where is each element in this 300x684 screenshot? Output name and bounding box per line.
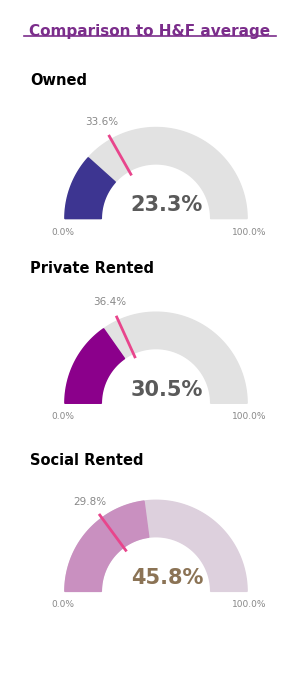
- Text: 23.3%: 23.3%: [131, 195, 203, 215]
- Polygon shape: [65, 501, 149, 592]
- Text: 100.0%: 100.0%: [232, 228, 266, 237]
- Text: 0.0%: 0.0%: [52, 601, 75, 609]
- Polygon shape: [65, 158, 115, 219]
- Text: 0.0%: 0.0%: [52, 228, 75, 237]
- Text: Owned: Owned: [30, 73, 87, 88]
- Text: Comparison to H&F average: Comparison to H&F average: [29, 24, 271, 39]
- Polygon shape: [65, 500, 247, 592]
- Polygon shape: [65, 329, 124, 404]
- Text: 30.5%: 30.5%: [131, 380, 203, 399]
- Text: 0.0%: 0.0%: [52, 412, 75, 421]
- Polygon shape: [65, 127, 247, 219]
- Text: Social Rented: Social Rented: [30, 453, 143, 469]
- Text: 29.8%: 29.8%: [74, 497, 107, 507]
- Text: 45.8%: 45.8%: [131, 568, 203, 588]
- Text: 36.4%: 36.4%: [93, 297, 127, 307]
- Text: 100.0%: 100.0%: [232, 412, 266, 421]
- Text: 100.0%: 100.0%: [232, 601, 266, 609]
- Polygon shape: [65, 312, 247, 404]
- Text: 33.6%: 33.6%: [85, 117, 118, 127]
- Text: Private Rented: Private Rented: [30, 261, 154, 276]
